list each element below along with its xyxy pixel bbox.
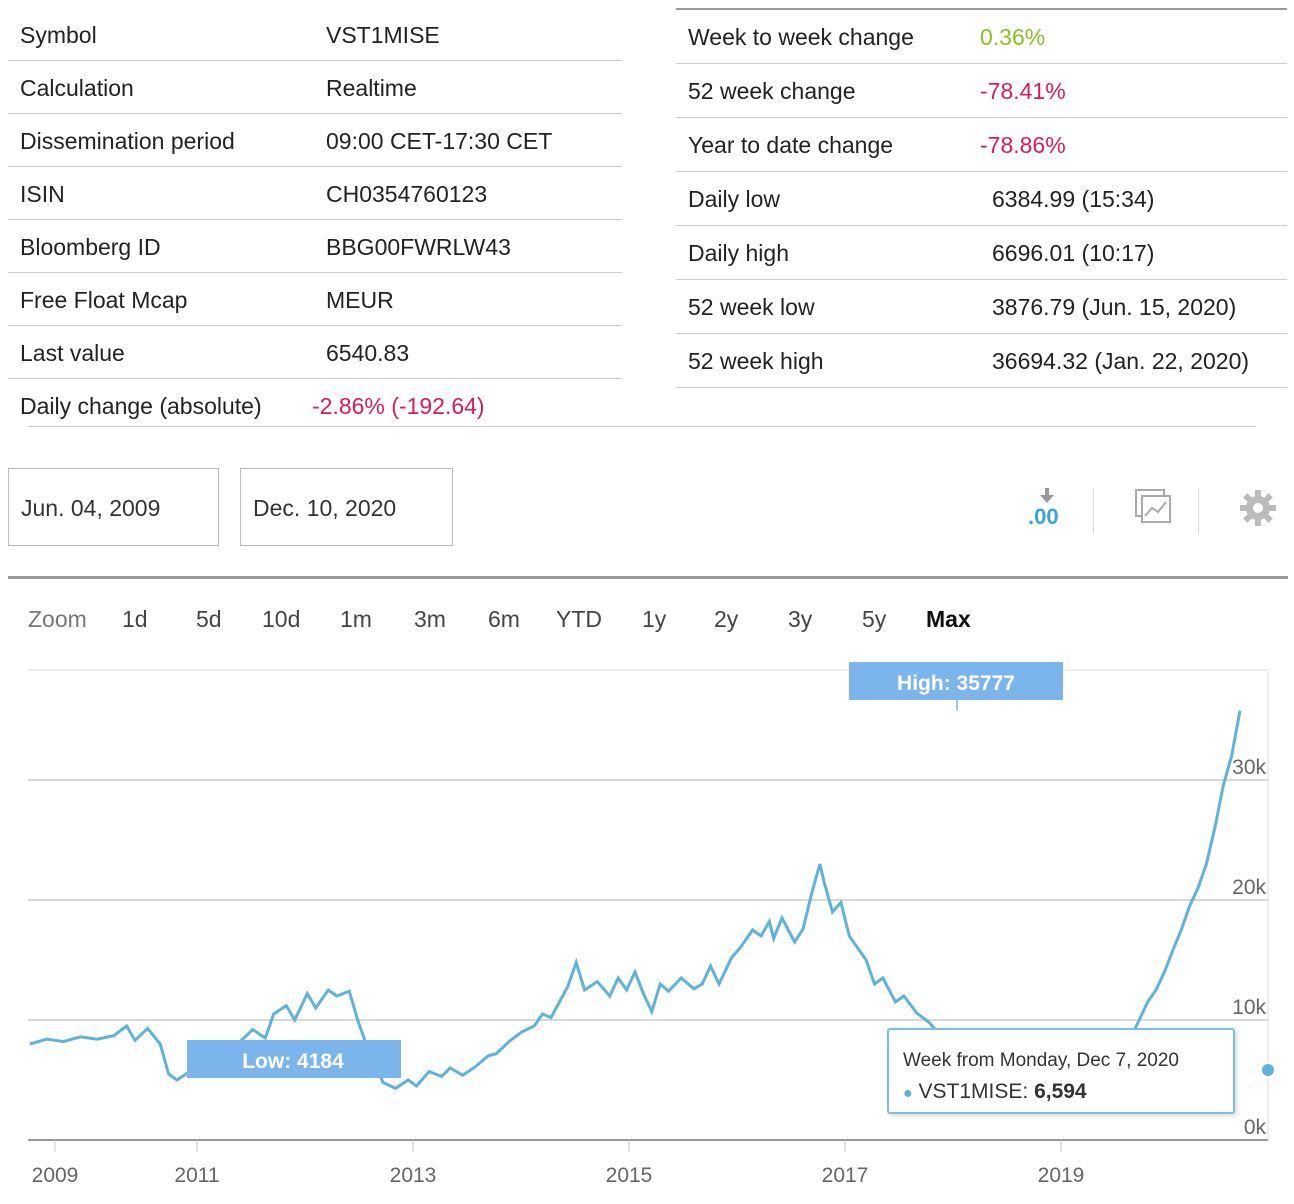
date-from-input[interactable]: Jun. 04, 2009: [8, 468, 219, 546]
date-to-input[interactable]: Dec. 10, 2020: [240, 468, 453, 546]
info-label: 52 week high: [688, 348, 824, 374]
info-row: 52 week low 3876.79 (Jun. 15, 2020): [676, 280, 1287, 334]
tooltip-series: VST1MISE: [918, 1080, 1023, 1103]
info-value: Realtime: [326, 75, 417, 101]
info-value: 3876.79 (Jun. 15, 2020): [992, 294, 1237, 320]
divider: [28, 426, 1256, 427]
zoom-2y[interactable]: 2y: [714, 606, 739, 632]
info-value: BBG00FWRLW43: [326, 234, 511, 260]
divider: [8, 576, 1288, 579]
zoom-max[interactable]: Max: [926, 606, 971, 632]
info-label: Symbol: [20, 22, 97, 48]
info-row: Symbol VST1MISE: [8, 8, 622, 61]
info-label: ISIN: [20, 181, 65, 207]
info-value: VST1MISE: [326, 22, 440, 48]
info-label: Daily change (absolute): [20, 393, 262, 419]
gear-icon[interactable]: [1236, 486, 1280, 530]
info-label: Daily high: [688, 240, 789, 266]
info-value: -78.41%: [980, 78, 1066, 104]
y-tick-label: 20k: [1232, 876, 1266, 899]
y-tick-label: 0k: [1244, 1116, 1267, 1139]
info-label: Last value: [20, 340, 125, 366]
info-row: Daily high 6696.01 (10:17): [676, 226, 1287, 280]
zoom-10d[interactable]: 10d: [262, 606, 301, 632]
info-label: Week to week change: [688, 24, 914, 50]
info-label: Calculation: [20, 75, 134, 101]
x-tick-label: 2015: [606, 1164, 653, 1187]
download-decimal-icon[interactable]: .00: [1026, 486, 1070, 530]
info-value: 6696.01 (10:17): [992, 240, 1155, 266]
download-label: .00: [1028, 504, 1059, 529]
info-row: 52 week high 36694.32 (Jan. 22, 2020): [676, 334, 1287, 388]
y-tick-label: 10k: [1232, 996, 1266, 1019]
current-point-marker: [1260, 1062, 1276, 1078]
x-tick-label: 2013: [390, 1164, 437, 1187]
info-row: 52 week change -78.41%: [676, 64, 1287, 118]
info-value: -78.86%: [980, 132, 1066, 158]
price-chart[interactable]: 0k 10k 20k 30k 2009 2011 2013 2015 2017 2019 High:…: [0, 650, 1294, 1204]
info-label: Year to date change: [688, 132, 894, 158]
info-value: -2.86% (-192.64): [312, 393, 485, 419]
info-row: Daily low 6384.99 (15:34): [676, 172, 1287, 226]
info-value: 0.36%: [980, 24, 1046, 50]
info-row: Free Float Mcap MEUR: [8, 273, 622, 326]
info-row: Year to date change -78.86%: [676, 118, 1287, 172]
info-row: Daily change (absolute) -2.86% (-192.64): [8, 379, 622, 431]
x-tick-label: 2017: [822, 1164, 869, 1187]
tooltip: Week from Monday, Dec 7, 2020 ● VST1MISE…: [887, 1028, 1235, 1114]
zoom-3y[interactable]: 3y: [788, 606, 813, 632]
info-value: MEUR: [326, 287, 394, 313]
info-label: Bloomberg ID: [20, 234, 161, 260]
tooltip-value: 6,594: [1034, 1080, 1087, 1103]
info-label: 52 week change: [688, 78, 856, 104]
zoom-1m[interactable]: 1m: [340, 606, 372, 632]
high-flag: [849, 662, 1063, 700]
info-value: 09:00 CET-17:30 CET: [326, 128, 553, 154]
info-row: ISIN CH0354760123: [8, 167, 622, 220]
info-row: Dissemination period 09:00 CET-17:30 CET: [8, 114, 622, 167]
info-value: 6540.83: [326, 340, 410, 366]
info-row: Bloomberg ID BBG00FWRLW43: [8, 220, 622, 273]
info-row: Week to week change 0.36%: [676, 10, 1287, 64]
high-flag-label: High: 35777: [897, 672, 1015, 695]
tooltip-title: Week from Monday, Dec 7, 2020: [903, 1050, 1179, 1071]
info-table-left: Symbol VST1MISE Calculation Realtime Dissemi…: [8, 8, 622, 431]
series-dot-icon: ●: [903, 1085, 913, 1102]
toolbar-divider: [1198, 488, 1199, 534]
info-label: Daily low: [688, 186, 781, 212]
info-value: CH0354760123: [326, 181, 488, 207]
low-flag: [187, 1040, 401, 1078]
x-tick-label: 2011: [174, 1164, 219, 1187]
info-label: Free Float Mcap: [20, 287, 188, 313]
zoom-5y[interactable]: 5y: [862, 606, 887, 632]
y-tick-label: 30k: [1232, 756, 1266, 779]
zoom-ytd[interactable]: YTD: [556, 606, 602, 632]
info-value: 6384.99 (15:34): [992, 186, 1155, 212]
zoom-label: Zoom: [28, 606, 87, 632]
tooltip-value-line: ● VST1MISE: 6,594: [903, 1080, 1087, 1103]
zoom-1d[interactable]: 1d: [122, 606, 148, 632]
x-tick-label: 2019: [1038, 1164, 1085, 1187]
chart-compare-icon[interactable]: [1132, 486, 1176, 530]
info-row: Last value 6540.83: [8, 326, 622, 379]
zoom-1y[interactable]: 1y: [642, 606, 667, 632]
zoom-6m[interactable]: 6m: [488, 606, 520, 632]
info-label: 52 week low: [688, 294, 815, 320]
x-tick-label: 2009: [32, 1164, 79, 1187]
zoom-5d[interactable]: 5d: [196, 606, 222, 632]
info-value: 36694.32 (Jan. 22, 2020): [992, 348, 1250, 374]
info-table-right: Week to week change 0.36% 52 week change -7…: [676, 8, 1287, 388]
zoom-3m[interactable]: 3m: [414, 606, 446, 632]
info-label: Dissemination period: [20, 128, 235, 154]
info-row: Calculation Realtime: [8, 61, 622, 114]
low-flag-label: Low: 4184: [242, 1050, 344, 1073]
toolbar-divider: [1093, 488, 1094, 534]
